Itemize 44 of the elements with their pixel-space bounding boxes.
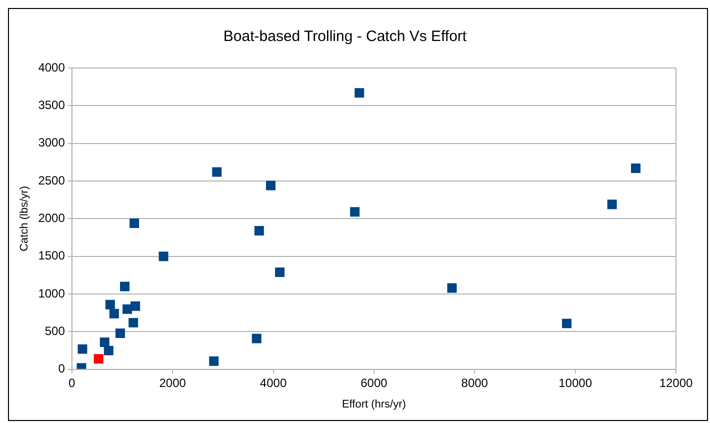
point [100,338,110,348]
x-tick-label: 4000 [260,376,287,390]
point [104,346,114,356]
x-tick-label: 0 [68,376,76,390]
point [354,88,364,98]
point [607,200,617,210]
point [94,354,104,364]
y-tick-label: 1500 [38,248,66,263]
point [130,301,140,311]
point [252,334,262,344]
point [630,163,640,173]
x-tick-label: 10000 [558,376,592,390]
x-tick-label: 12000 [659,376,694,390]
point [122,304,132,314]
y-tick-label: 1000 [38,286,66,300]
point [130,218,140,228]
point [562,318,572,328]
y-tick-label: 3000 [38,136,66,150]
y-tick-label: 3500 [38,98,66,112]
x-axis-title: Effort (hrs/yr) [342,398,406,410]
point [158,252,168,262]
point [275,267,285,277]
point [128,318,138,328]
x-tick-label: 6000 [360,376,388,390]
point [209,356,219,366]
y-tick-label: 2000 [38,211,66,226]
point [447,283,457,293]
point [212,167,222,177]
point [266,180,276,190]
point [109,308,119,318]
y-tick-label: 4000 [38,60,66,74]
point [254,226,264,236]
point [350,207,360,217]
y-tick-label: 2500 [38,173,66,188]
point [78,344,88,354]
y-tick-label: 0 [58,362,66,376]
point [115,328,125,338]
y-axis-title: Catch (lbs/yr) [18,186,31,252]
chart-title: Boat-based Trolling - Catch Vs Effort [223,28,468,46]
x-tick-label: 2000 [159,376,186,390]
x-tick-label: 8000 [461,376,488,390]
y-tick-label: 500 [44,324,66,338]
point [120,282,130,292]
point [105,300,115,310]
